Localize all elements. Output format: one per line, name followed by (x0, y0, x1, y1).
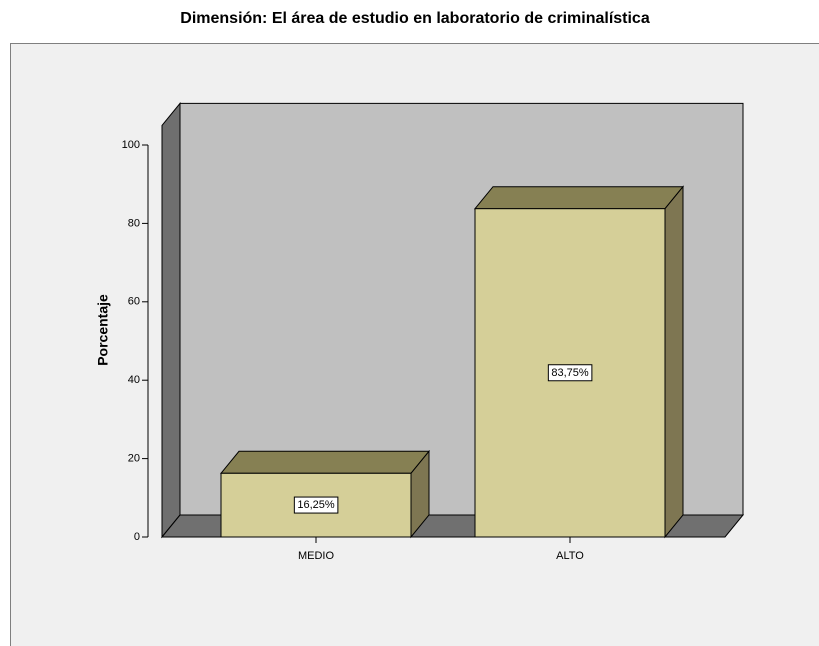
value-label: 83,75% (551, 367, 589, 379)
x-tick-label: ALTO (556, 550, 584, 562)
y-axis-label: Porcentaje (95, 294, 111, 366)
y-tick-label: 60 (128, 296, 140, 308)
bar-top (473, 186, 685, 210)
chart-title: Dimensión: El área de estudio en laborat… (180, 10, 650, 27)
x-tick-label: MEDIO (298, 550, 335, 562)
y-tick-label: 20 (128, 453, 140, 465)
left-wall (161, 101, 181, 539)
y-tick-label: 100 (122, 139, 140, 151)
y-tick-label: 0 (134, 531, 140, 543)
bar-top (219, 450, 431, 474)
y-tick-label: 80 (128, 217, 140, 229)
value-label: 16,25% (297, 499, 335, 511)
y-tick-label: 40 (128, 374, 140, 386)
value-label-box (293, 496, 339, 514)
value-label-box (547, 364, 593, 382)
bar-side (664, 185, 684, 539)
